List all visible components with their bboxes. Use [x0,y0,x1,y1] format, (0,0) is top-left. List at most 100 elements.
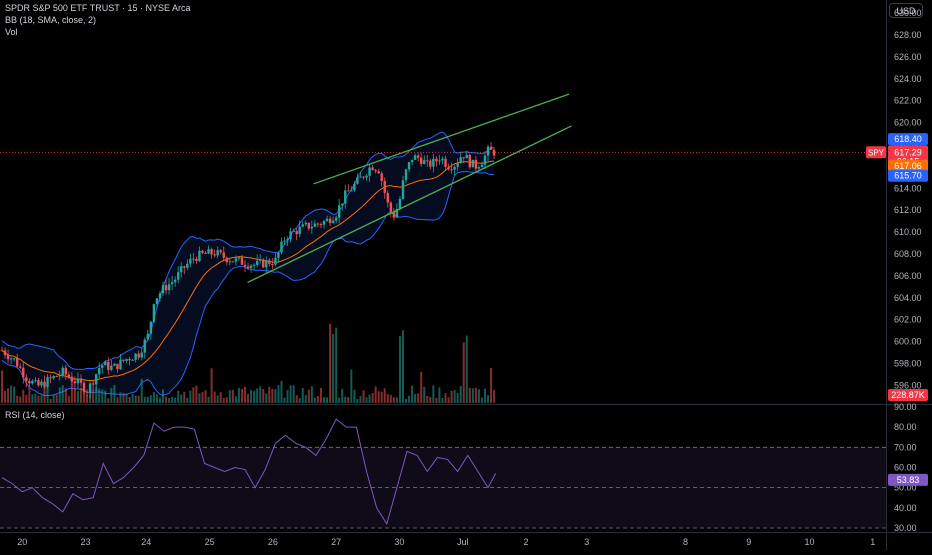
candle-body[interactable] [91,383,95,385]
candle-body[interactable] [183,266,186,268]
candle-body[interactable] [76,378,80,384]
channel-line-2[interactable] [313,93,570,185]
candle-body[interactable] [432,158,435,167]
candle-body[interactable] [40,381,43,386]
candle-body[interactable] [243,264,247,267]
candle-body[interactable] [465,154,468,159]
candle-body[interactable] [280,241,283,253]
candle-body[interactable] [486,146,490,156]
candle-body[interactable] [435,158,438,162]
candle-body[interactable] [356,177,359,184]
candle-body[interactable] [131,359,134,361]
candle-body[interactable] [55,375,58,377]
candle-body[interactable] [161,285,165,294]
candle-body[interactable] [492,149,496,156]
candle-body[interactable] [337,205,341,218]
candle-body[interactable] [22,367,25,378]
candle-body[interactable] [477,167,481,169]
candle-body[interactable] [377,171,380,174]
candle-body[interactable] [237,257,241,259]
candle-body[interactable] [265,260,268,268]
candle-body[interactable] [9,358,13,360]
candle-body[interactable] [392,212,396,218]
candle-body[interactable] [31,380,34,384]
candle-body[interactable] [67,374,71,378]
currency-button[interactable]: USD [889,3,923,18]
candle-body[interactable] [113,363,116,366]
candle-body[interactable] [15,358,19,367]
candle-body[interactable] [423,160,426,164]
candle-body[interactable] [140,352,143,358]
candle-body[interactable] [152,304,156,322]
candle-body[interactable] [347,190,350,192]
candle-body[interactable] [401,180,405,199]
candle-body[interactable] [426,160,429,162]
candle-body[interactable] [441,158,444,161]
candle-body[interactable] [246,266,250,269]
candle-body[interactable] [268,260,271,265]
bb-upper-band[interactable] [1,131,495,370]
candle-body[interactable] [383,180,386,193]
candle-body[interactable] [386,192,389,203]
candle-body[interactable] [259,259,262,261]
candle-body[interactable] [0,350,4,352]
candle-body[interactable] [471,159,475,168]
candle-body[interactable] [6,355,10,360]
candle-body[interactable] [462,157,465,159]
candle-body[interactable] [201,250,204,253]
candle-body[interactable] [173,279,177,283]
candle-body[interactable] [271,264,274,266]
candle-body[interactable] [416,155,420,158]
price-axis-panel[interactable] [886,0,932,550]
candle-body[interactable] [149,321,153,334]
candle-body[interactable] [119,359,122,370]
candle-body[interactable] [88,383,92,392]
candle-body[interactable] [170,282,174,285]
candle-body[interactable] [438,160,441,162]
candle-body[interactable] [255,260,259,265]
candle-body[interactable] [19,366,22,368]
candle-body[interactable] [398,198,402,209]
candle-body[interactable] [474,159,478,169]
candle-body[interactable] [64,367,67,375]
candle-body[interactable] [374,169,377,172]
channel-line-1[interactable] [247,125,572,284]
candle-body[interactable] [58,374,61,377]
candle-body[interactable] [368,167,371,176]
candle-body[interactable] [447,167,450,170]
candle-body[interactable] [25,377,28,382]
candle-body[interactable] [292,231,295,233]
candle-body[interactable] [341,203,344,206]
candle-body[interactable] [298,226,301,235]
candle-body[interactable] [189,258,192,264]
candle-body[interactable] [186,263,189,268]
candle-body[interactable] [262,259,265,268]
candle-body[interactable] [101,365,104,369]
candle-body[interactable] [37,380,40,386]
candle-body[interactable] [380,173,383,181]
candle-body[interactable] [365,175,368,178]
candle-body[interactable] [240,257,244,265]
candle-body[interactable] [198,250,201,262]
candle-body[interactable] [210,249,213,255]
candle-body[interactable] [207,249,210,254]
candle-body[interactable] [46,377,49,387]
candle-body[interactable] [480,164,484,168]
candle-body[interactable] [70,377,74,382]
candle-body[interactable] [231,261,235,263]
volume-legend[interactable]: Vol [5,27,18,37]
candle-body[interactable] [344,190,347,204]
candle-body[interactable] [277,252,280,258]
candle-body[interactable] [110,365,113,370]
candle-body[interactable] [128,359,131,361]
candle-body[interactable] [483,155,487,165]
candle-body[interactable] [192,258,195,260]
candle-body[interactable] [286,239,289,241]
candle-body[interactable] [94,374,98,385]
candle-body[interactable] [79,378,83,383]
candle-body[interactable] [195,258,198,262]
candle-body[interactable] [371,167,374,170]
candle-body[interactable] [116,363,119,370]
candle-body[interactable] [85,391,89,393]
